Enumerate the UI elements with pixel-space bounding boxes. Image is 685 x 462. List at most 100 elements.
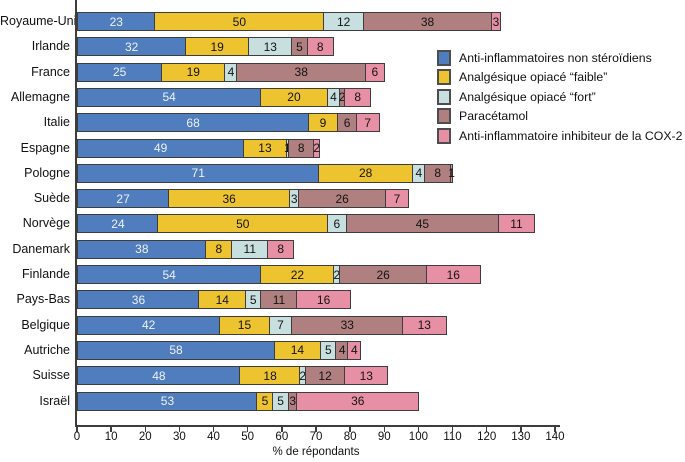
stacked-bar: 24 50 6 45 11 (77, 214, 536, 234)
bar-row: Pays-Bas 36 14 5 11 16 (0, 290, 685, 310)
bar-segment: 19 (184, 37, 250, 57)
legend-item: Analgésique opiacé “faible” (437, 69, 607, 86)
x-axis-tick (417, 427, 420, 432)
bar-segment: 32 (77, 37, 187, 57)
bar-segment: 50 (154, 12, 325, 31)
bar-row: Norvège 24 50 6 45 11 (0, 214, 685, 234)
legend-item: Anti-inflammatoires non stéroïdiens (437, 49, 652, 66)
bar-segment: 18 (239, 366, 301, 386)
bar-segment: 5 (290, 37, 309, 57)
bar-segment: 14 (198, 290, 247, 310)
bar-segment: 54 (77, 265, 262, 284)
bar-segment: 12 (323, 12, 365, 31)
stacked-bar: 32 19 13 5 8 (77, 37, 334, 57)
bar-segment: 6 (364, 62, 386, 82)
stacked-bar: 54 20 4 2 8 (77, 87, 372, 107)
x-axis-tick (451, 427, 454, 432)
bar-segment: 53 (77, 391, 258, 411)
bar-segment: 36 (296, 391, 420, 411)
legend-label: Anti-inflammatoires non stéroïdiens (459, 50, 652, 65)
stacked-bar: 68 9 6 7 (77, 113, 380, 133)
bar-segment: 13 (248, 37, 293, 57)
x-axis-tick-label: 30 (173, 431, 186, 443)
bar-segment: 54 (77, 87, 262, 107)
x-axis-tick-label: 90 (377, 431, 391, 443)
bar-segment: 58 (77, 340, 275, 360)
legend-item: Analgésique opiacé “fort” (437, 88, 596, 105)
bar-row: Israël 53 5 5 3 36 (0, 391, 685, 411)
bar-segment: 8 (267, 239, 295, 259)
bar-row: Suède 27 36 3 26 7 (0, 189, 685, 209)
category-label: Pays-Bas (16, 292, 71, 307)
x-axis-tick-label: 130 (511, 431, 531, 443)
category-label: Finlande (22, 267, 70, 281)
bar-segment: 7 (385, 189, 409, 209)
stacked-bar: 71 28 4 8 1 (77, 163, 455, 183)
category-label: Israël (39, 393, 70, 408)
legend-swatch (437, 49, 451, 66)
x-axis-tick (110, 427, 112, 432)
x-axis-tick-label: 80 (343, 431, 357, 443)
bar-segment: 8 (287, 138, 315, 158)
bar-segment: 11 (497, 214, 536, 234)
bar-segment: 26 (297, 189, 387, 209)
x-axis-tick (315, 427, 317, 432)
category-label: Danemark (12, 241, 70, 256)
stacked-bar: 53 5 5 3 36 (77, 391, 420, 411)
category-label: Espagne (20, 140, 70, 155)
legend-label: Paracétamol (459, 109, 529, 123)
bar-segment: 5 (256, 391, 274, 411)
bar-segment: 8 (344, 87, 372, 107)
bar-row: Belgique 42 15 7 33 13 (0, 315, 685, 335)
category-label: France (31, 64, 70, 79)
x-axis-tick-label: 0 (73, 431, 81, 443)
category-label: Italie (43, 115, 70, 130)
bar-segment: 45 (345, 214, 500, 234)
bar-segment: 6 (336, 113, 358, 133)
bar-segment: 7 (268, 315, 293, 335)
bar-segment: 8 (205, 239, 233, 259)
bar-segment: 71 (77, 163, 320, 183)
bar-segment: 33 (290, 315, 404, 335)
x-axis-tick (178, 427, 181, 432)
x-axis-label: % de répondants (272, 446, 360, 458)
bar-segment: 13 (242, 138, 288, 158)
stacked-bar: 4913182 (77, 138, 321, 158)
x-axis-tick (554, 427, 556, 432)
bar-segment: 14 (273, 340, 322, 360)
stacked-bar: 54 22 2 26 16 (77, 265, 481, 284)
category-label: Royaume-Uni (0, 14, 77, 28)
bar-segment: 4 (326, 87, 341, 107)
x-axis-tick-label: 70 (309, 431, 323, 443)
stacked-bar: 36 14 5 11 16 (77, 290, 351, 310)
legend-swatch (437, 88, 451, 105)
bar-segment: 38 (236, 62, 367, 82)
legend-swatch (437, 127, 451, 144)
bar-segment: 11 (231, 239, 269, 259)
x-axis-tick-label: 50 (241, 431, 255, 443)
x-axis-tick-label: 40 (207, 431, 220, 443)
bar-segment: 24 (77, 214, 159, 234)
stacked-bar: 38 8 11 8 (77, 239, 295, 259)
legend-label: Analgésique opiacé “faible” (459, 70, 608, 84)
x-axis-tick (281, 427, 283, 432)
x-axis-tick (76, 427, 78, 432)
x-axis-tick (144, 427, 147, 432)
category-label: Irlande (31, 39, 70, 54)
stacked-bar: 23 50 12 38 3 (77, 12, 502, 31)
bar-segment: 5 (244, 290, 262, 310)
x-axis-tick-label: 120 (477, 431, 497, 443)
bar-segment: 15 (218, 315, 271, 335)
x-axis-tick-label: 100 (408, 431, 428, 443)
x-axis-tick-label: 20 (138, 431, 152, 443)
stacked-bar: 48 18 2 12 13 (77, 366, 389, 386)
bar-row: Irlande 32 19 13 5 8 (0, 37, 685, 57)
bar-segment: 22 (259, 265, 335, 284)
bar-segment: 16 (296, 290, 351, 310)
bar-row: France 25 19 4 38 6 (0, 62, 685, 82)
legend-label: Anti-inflammatoire inhibiteur de la COX-… (459, 128, 683, 143)
y-axis-line (75, 0, 77, 427)
category-label: Belgique (21, 317, 70, 332)
bar-row: Allemagne 54 20 4 2 8 (0, 87, 685, 107)
bar-segment: 50 (157, 214, 329, 234)
